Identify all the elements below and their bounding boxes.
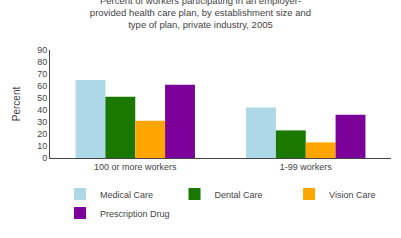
svg-text:Percent: Percent [11,87,22,122]
svg-text:10: 10 [37,141,47,151]
svg-text:90: 90 [37,45,47,55]
svg-text:50: 50 [37,93,47,103]
svg-text:Medical Care: Medical Care [100,190,153,200]
svg-text:30: 30 [37,117,47,127]
svg-text:100 or more workers: 100 or more workers [94,162,177,172]
svg-text:Dental Care: Dental Care [215,190,263,200]
svg-text:40: 40 [37,105,47,115]
svg-text:Vision Care: Vision Care [329,190,375,200]
svg-text:60: 60 [37,81,47,91]
svg-text:Prescription Drug: Prescription Drug [100,209,170,219]
svg-text:0: 0 [42,153,47,163]
svg-text:70: 70 [37,69,47,79]
svg-text:1-99 workers: 1-99 workers [280,162,333,172]
svg-text:80: 80 [37,57,47,67]
svg-text:20: 20 [37,129,47,139]
svg-text:Percent of workers participati: Percent of workers participating in an e… [90,0,311,30]
